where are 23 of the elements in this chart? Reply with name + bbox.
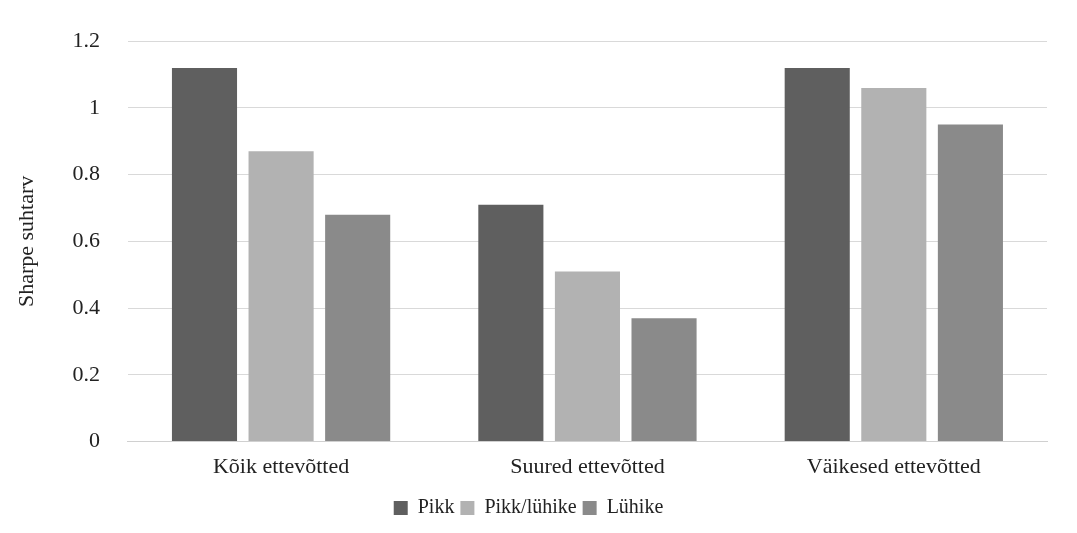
legend-label: Lühike — [606, 495, 664, 518]
y-tick-label: 0.4 — [72, 293, 100, 319]
y-tick-label: 0 — [88, 427, 100, 453]
x-tick-label: Kõik ettevõtted — [212, 452, 350, 478]
y-tick-label: 0.8 — [72, 160, 100, 186]
bar — [937, 124, 1003, 442]
y-tick-label: 0.6 — [72, 227, 100, 253]
bar — [631, 318, 697, 442]
bar — [478, 204, 544, 442]
legend-label: Pikk/lühike — [484, 495, 577, 518]
bar — [325, 214, 391, 442]
y-tick-label: 0.2 — [72, 360, 100, 386]
bar — [784, 67, 850, 442]
x-tick-label: Väikesed ettevõtted — [806, 452, 981, 478]
y-axis-title: Sharpe suhtarv — [12, 175, 38, 308]
bar — [554, 271, 620, 442]
legend-label: Pikk — [417, 495, 455, 518]
x-tick-label: Suured ettevõtted — [510, 452, 665, 478]
bar — [248, 151, 314, 442]
bar — [171, 67, 238, 442]
y-tick-label: 1 — [88, 93, 100, 119]
bar — [861, 87, 927, 442]
y-tick-label: 1.2 — [72, 26, 100, 52]
